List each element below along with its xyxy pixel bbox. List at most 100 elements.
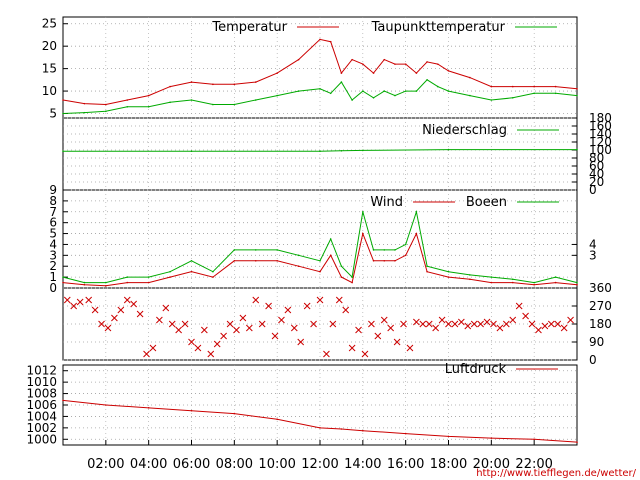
data-point (447, 435, 450, 438)
data-point (212, 103, 214, 106)
data-point (233, 83, 236, 86)
data-point (351, 58, 353, 61)
data-point (340, 428, 343, 430)
series-boeen-line (62, 209, 578, 284)
data-point (394, 259, 396, 262)
scatter-point (355, 326, 362, 334)
data-point (105, 281, 107, 284)
data-point (372, 72, 375, 74)
data-point (490, 276, 493, 278)
data-point (490, 281, 493, 284)
ytick-label-right: 3 (589, 248, 597, 262)
data-point (276, 72, 278, 74)
data-point (297, 254, 300, 257)
data-point (233, 412, 236, 415)
legend-label: Boeen (466, 195, 507, 210)
data-point (415, 72, 418, 74)
data-point (372, 259, 375, 262)
xtick-label: 18:00 (430, 457, 467, 472)
data-point (329, 40, 332, 43)
data-point (190, 99, 193, 101)
data-point (126, 281, 129, 284)
scatter-point (348, 344, 356, 352)
scatter-point (451, 320, 459, 328)
data-point (147, 105, 150, 108)
data-point (436, 85, 439, 88)
ytick-label-right: 20 (589, 175, 604, 189)
data-point (169, 101, 171, 104)
data-point (415, 210, 418, 213)
data-point (147, 281, 150, 284)
ytick-label: 5 (49, 107, 57, 121)
data-point (404, 432, 407, 435)
data-point (83, 102, 86, 105)
scatter-point (496, 324, 504, 332)
data-point (62, 99, 64, 101)
data-point (469, 278, 471, 281)
data-point (297, 90, 300, 92)
data-point (319, 270, 321, 273)
data-point (351, 281, 353, 284)
data-point (490, 99, 493, 101)
data-point (383, 249, 386, 251)
scatter-point (98, 320, 105, 328)
data-point (83, 281, 86, 284)
data-point (533, 85, 535, 88)
data-point (340, 72, 343, 74)
data-point (62, 399, 64, 402)
scatter-point (515, 302, 523, 310)
ytick-label-right: 180 (589, 111, 612, 125)
data-point (83, 111, 86, 114)
data-point (147, 407, 150, 409)
data-point (190, 259, 193, 262)
data-point (383, 90, 386, 92)
data-point (126, 105, 129, 108)
source-url: http://www.tiefflegen.de/wetter/ (476, 468, 636, 479)
ytick-label-right: 40 (589, 167, 604, 181)
scatter-point (413, 318, 420, 326)
ytick-label: 10 (42, 84, 57, 98)
ytick-label: 2 (49, 259, 57, 273)
scatter-point (143, 350, 150, 358)
ytick-label-right: 160 (589, 119, 612, 133)
data-point (147, 276, 150, 278)
data-point (447, 70, 450, 72)
data-point (340, 81, 343, 83)
data-point (340, 276, 343, 278)
ytick-label-right: 100 (589, 143, 612, 157)
ytick-label: 6 (49, 216, 57, 230)
scatter-point (149, 344, 157, 352)
scatter-point (271, 332, 279, 340)
ytick-label-right: 80 (589, 151, 604, 165)
scatter-point (226, 320, 234, 328)
scatter-point (535, 326, 542, 334)
scatter-point (181, 320, 189, 328)
scatter-point (470, 320, 478, 328)
data-point (276, 418, 278, 421)
xtick-label: 14:00 (344, 457, 381, 472)
data-point (490, 437, 493, 439)
data-point (83, 283, 86, 286)
ytick-label-right: 60 (589, 159, 604, 173)
series-wind-line (62, 231, 578, 287)
series-luftdruck-line (62, 399, 578, 443)
data-point (212, 270, 214, 273)
scatter-point (175, 326, 183, 334)
scatter-point (63, 296, 71, 304)
data-point (351, 99, 353, 101)
scatter-point (522, 312, 529, 320)
ytick-label-right: 360 (589, 281, 612, 295)
xtick-label: 06:00 (173, 457, 210, 472)
scatter-point (400, 320, 407, 328)
scatter-point (560, 324, 568, 332)
data-point (62, 150, 64, 152)
data-point (554, 85, 557, 88)
data-point (329, 238, 332, 240)
data-point (233, 103, 236, 106)
scatter-point (419, 320, 427, 328)
data-point (276, 249, 278, 251)
data-point (511, 85, 514, 88)
data-point (169, 85, 171, 88)
ytick-label: 4 (49, 237, 57, 251)
